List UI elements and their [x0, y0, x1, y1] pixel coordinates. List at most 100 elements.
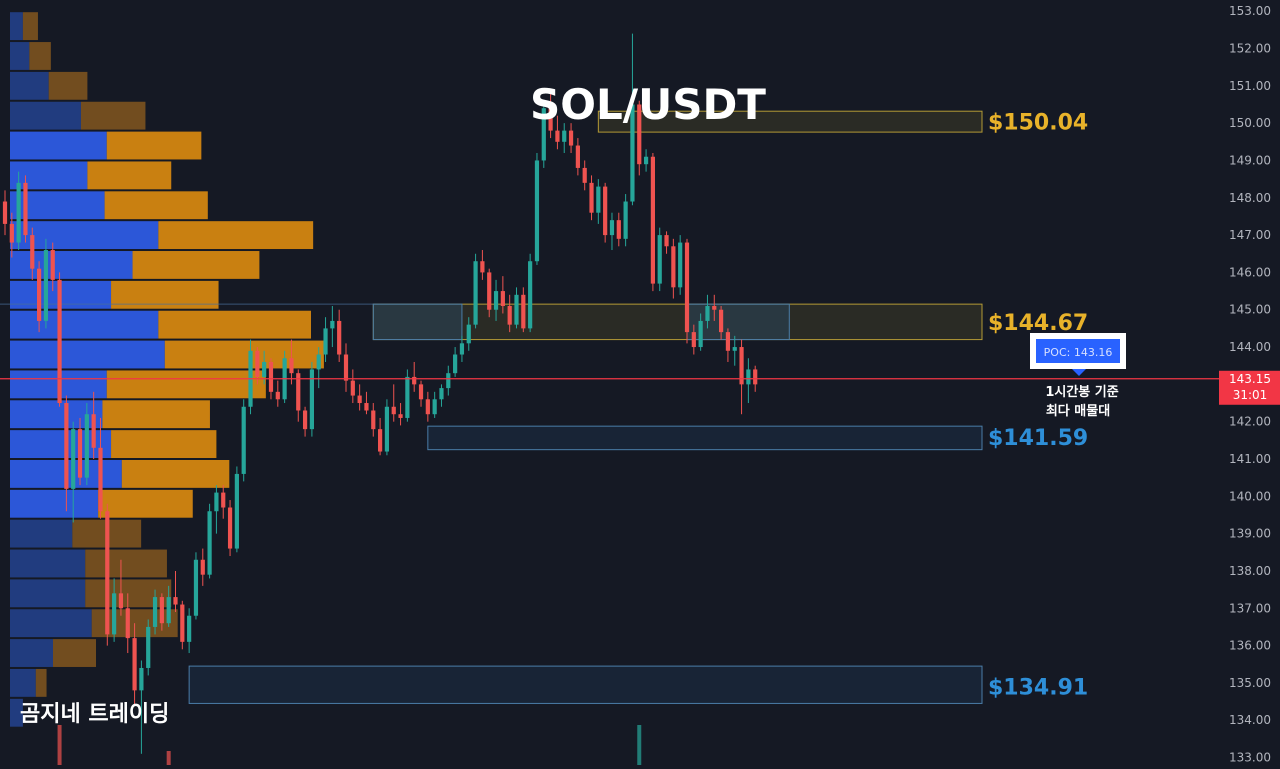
- candle-body: [118, 593, 124, 609]
- axis-tick-label: 146.00: [1229, 265, 1271, 279]
- candle: [30, 227, 35, 280]
- profile-bar-up: [10, 340, 165, 369]
- candle: [637, 100, 642, 176]
- candle-body: [732, 347, 737, 351]
- candle: [603, 182, 608, 243]
- axis-tick-label: 138.00: [1229, 564, 1271, 578]
- profile-bar-up: [10, 668, 36, 697]
- level-zone: [372, 303, 983, 341]
- candle: [623, 194, 628, 247]
- price-tag-value: 143.15: [1229, 372, 1271, 386]
- profile-bar-up: [10, 549, 86, 578]
- current-price-tag: 143.15 31:01: [1219, 370, 1280, 405]
- candle-body: [173, 597, 178, 605]
- candle: [146, 619, 151, 676]
- candle: [98, 417, 103, 519]
- axis-tick-label: 150.00: [1229, 116, 1271, 130]
- profile-bar-up: [10, 161, 88, 190]
- candle: [391, 384, 396, 422]
- candle: [289, 339, 294, 385]
- axis-tick-label: 135.00: [1229, 676, 1271, 690]
- candle-body: [227, 507, 233, 549]
- axis-tick-label: 153.00: [1229, 4, 1271, 18]
- candle-body: [459, 343, 465, 355]
- level-label: $144.67: [988, 311, 1088, 336]
- candle: [684, 238, 690, 344]
- candle: [664, 231, 669, 254]
- candle: [698, 313, 703, 351]
- candle: [630, 33, 635, 206]
- candle: [2, 190, 8, 236]
- candle-body: [534, 160, 540, 262]
- candle-body: [9, 223, 14, 243]
- candle: [200, 548, 205, 586]
- level-label: $141.59: [988, 426, 1088, 451]
- candle-body: [391, 406, 396, 415]
- axis-tick-label: 145.00: [1229, 303, 1271, 317]
- axis-tick-label: 144.00: [1229, 340, 1271, 354]
- candle: [221, 485, 226, 519]
- candle: [248, 339, 253, 415]
- candle-body: [493, 291, 499, 310]
- candle: [364, 391, 369, 415]
- candle-body: [630, 104, 635, 202]
- candle: [152, 589, 158, 635]
- axis-tick-label: 137.00: [1229, 601, 1271, 615]
- profile-bar-down: [53, 639, 96, 667]
- axis-tick-label: 136.00: [1229, 639, 1271, 653]
- profile-bar-up: [10, 489, 99, 518]
- candle-body: [57, 279, 62, 404]
- candle: [671, 238, 676, 299]
- poc-badge: [1036, 339, 1120, 363]
- candle: [234, 466, 239, 553]
- profile-bar-up: [10, 12, 23, 41]
- candle-body: [77, 429, 83, 478]
- axis-tick-label: 139.00: [1229, 527, 1271, 541]
- candle-body: [241, 406, 246, 474]
- profile-bar-up: [10, 579, 86, 608]
- profile-bar-up: [10, 609, 92, 638]
- candle: [43, 238, 49, 329]
- candle-body: [671, 246, 676, 288]
- candle-body: [330, 320, 335, 329]
- candle: [132, 623, 137, 706]
- candle: [71, 421, 76, 523]
- profile-bar-down: [106, 370, 266, 399]
- axis-tick-label: 149.00: [1229, 153, 1271, 167]
- candle: [480, 250, 485, 280]
- candle-body: [275, 391, 280, 400]
- candle-body: [712, 306, 717, 310]
- candle-body: [548, 108, 553, 131]
- candle-body: [207, 511, 212, 575]
- candle-body: [412, 376, 417, 385]
- axis-tick-label: 134.00: [1229, 713, 1271, 727]
- candle-body: [753, 369, 758, 385]
- candle: [118, 559, 124, 616]
- poc-note-line2: 최다 매물대: [1046, 403, 1110, 419]
- candle: [616, 212, 621, 247]
- poc-note-line1: 1시간봉 기준: [1045, 384, 1118, 400]
- candle-body: [159, 597, 164, 624]
- candle-body: [296, 373, 301, 411]
- watermark-text: 곰지네 트레이딩: [20, 702, 169, 727]
- candle-body: [609, 220, 615, 236]
- candle: [528, 253, 533, 333]
- candle-body: [268, 361, 274, 392]
- candle-body: [725, 332, 731, 351]
- candle: [609, 212, 615, 251]
- candle: [275, 380, 280, 407]
- candle-body: [589, 182, 594, 213]
- candle-body: [193, 559, 199, 616]
- candle-body: [152, 597, 158, 627]
- level-subzone: [372, 303, 463, 341]
- candle-body: [337, 320, 342, 355]
- candle: [521, 287, 526, 333]
- profile-bar-down: [132, 251, 260, 279]
- candle-body: [23, 182, 28, 236]
- candle: [562, 123, 567, 153]
- candle-body: [719, 309, 724, 333]
- profile-bar-down: [111, 430, 217, 458]
- candle: [507, 294, 512, 333]
